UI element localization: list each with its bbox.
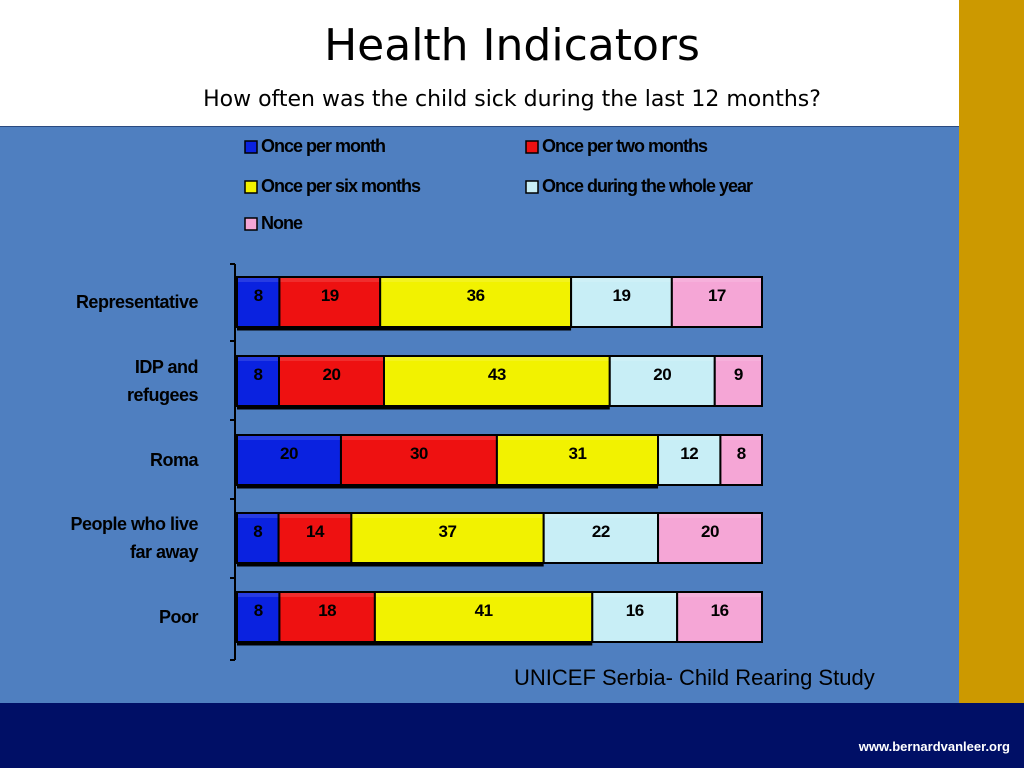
data-label-4-0: 8 — [254, 601, 263, 620]
data-label-1-1: 20 — [323, 365, 341, 384]
legend-label-3: Once during the whole year — [542, 176, 753, 196]
bar-sheen-3-2 — [352, 514, 543, 518]
bar-4-0 — [236, 591, 281, 643]
category-label-4-0: Poor — [159, 607, 198, 627]
data-label-2-3: 12 — [680, 444, 698, 463]
legend-label-0: Once per month — [261, 136, 385, 156]
category-label-2-0: Roma — [150, 450, 199, 470]
bar-4-1 — [278, 591, 376, 643]
data-label-0-3: 19 — [613, 286, 631, 305]
data-label-2-4: 8 — [737, 444, 746, 463]
bar-3-0 — [236, 512, 280, 564]
legend-swatch-2 — [244, 180, 258, 194]
legend-swatch-0 — [244, 140, 258, 154]
bar-sheen-1-0 — [238, 357, 278, 361]
bar-1-0 — [236, 355, 280, 407]
bar-1-2 — [383, 355, 611, 407]
legend-label-2: Once per six months — [261, 176, 421, 196]
bar-sheen-2-2 — [497, 436, 658, 440]
data-label-0-2: 36 — [467, 286, 485, 305]
footer-bar: www.bernardvanleer.org — [0, 703, 1024, 768]
legend-swatch-1 — [525, 140, 539, 154]
data-label-2-1: 30 — [410, 444, 428, 463]
bar-sheen-3-4 — [659, 514, 761, 518]
bar-sheen-0-1 — [280, 278, 380, 282]
data-label-1-3: 20 — [653, 365, 671, 384]
slide-header — [0, 0, 959, 126]
bar-sheen-0-0 — [238, 278, 279, 282]
data-label-4-4: 16 — [711, 601, 729, 620]
bar-sheen-4-1 — [280, 593, 374, 597]
bar-3-2 — [350, 512, 545, 564]
bar-1-1 — [278, 355, 385, 407]
data-label-3-4: 20 — [701, 522, 719, 541]
data-label-3-1: 14 — [306, 522, 325, 541]
data-label-1-4: 9 — [734, 365, 743, 384]
bar-sheen-0-2 — [381, 278, 571, 282]
bar-sheen-1-4 — [715, 357, 761, 361]
bar-sheen-2-4 — [721, 436, 761, 440]
bar-2-1 — [339, 434, 498, 486]
legend-swatch-3 — [525, 180, 539, 194]
bar-2-2 — [495, 434, 660, 486]
bar-3-3 — [542, 512, 660, 564]
category-label-3-0: People who live — [70, 514, 198, 534]
bar-0-0 — [236, 276, 281, 328]
data-label-3-0: 8 — [253, 522, 262, 541]
data-label-3-3: 22 — [592, 522, 610, 541]
bar-sheen-4-2 — [375, 593, 592, 597]
bar-sheen-3-3 — [544, 514, 658, 518]
slide-title: Health Indicators — [324, 20, 700, 71]
bar-sheen-0-3 — [572, 278, 671, 282]
data-label-1-2: 43 — [488, 365, 506, 384]
data-label-2-0: 20 — [280, 444, 298, 463]
bar-sheen-4-4 — [678, 593, 761, 597]
data-label-2-2: 31 — [569, 444, 587, 463]
bar-plot-area: Representative 8 19 36 19 17 IDP and refugees 8 2… — [70, 276, 764, 646]
data-label-0-4: 17 — [708, 286, 726, 305]
category-label-1-0: IDP and — [135, 357, 198, 377]
website-url[interactable]: www.bernardvanleer.org — [858, 739, 1010, 754]
data-label-0-1: 19 — [321, 286, 339, 305]
bar-sheen-2-0 — [238, 436, 340, 440]
bar-sheen-4-0 — [238, 593, 279, 597]
bar-1-4 — [713, 355, 763, 407]
bar-sheen-1-1 — [280, 357, 383, 361]
bar-sheen-3-0 — [238, 514, 278, 518]
bar-sheen-2-1 — [341, 436, 496, 440]
data-label-4-2: 41 — [475, 601, 493, 620]
bar-4-4 — [676, 591, 763, 643]
legend-label-4: None — [261, 213, 303, 233]
bar-0-4 — [670, 276, 764, 328]
category-label-1-1: refugees — [127, 385, 199, 405]
category-label-0-0: Representative — [76, 292, 199, 312]
slide-subtitle: How often was the child sick during the … — [203, 87, 821, 112]
bar-sheen-3-1 — [279, 514, 351, 518]
gold-accent-strip — [959, 0, 1024, 703]
bar-4-2 — [373, 591, 594, 643]
bar-sheen-0-4 — [672, 278, 761, 282]
category-axis — [230, 263, 236, 661]
category-label-3-1: far away — [130, 542, 199, 562]
bar-2-4 — [719, 434, 763, 486]
chart-legend: Once per month Once per two months Once pe… — [244, 136, 754, 233]
bar-sheen-1-2 — [385, 357, 609, 361]
data-label-0-0: 8 — [254, 286, 263, 305]
source-caption: UNICEF Serbia- Child Rearing Study — [514, 665, 875, 690]
bar-sheen-1-3 — [610, 357, 714, 361]
bar-0-2 — [379, 276, 573, 328]
legend-label-1: Once per two months — [542, 136, 708, 156]
data-label-4-1: 18 — [318, 601, 336, 620]
data-label-4-3: 16 — [626, 601, 644, 620]
bar-3-4 — [657, 512, 764, 564]
bar-sheen-4-3 — [593, 593, 677, 597]
bar-1-3 — [608, 355, 716, 407]
data-label-3-2: 37 — [439, 522, 457, 541]
bar-sheen-2-3 — [659, 436, 720, 440]
data-label-1-0: 8 — [254, 365, 263, 384]
legend-swatch-4 — [244, 217, 258, 231]
